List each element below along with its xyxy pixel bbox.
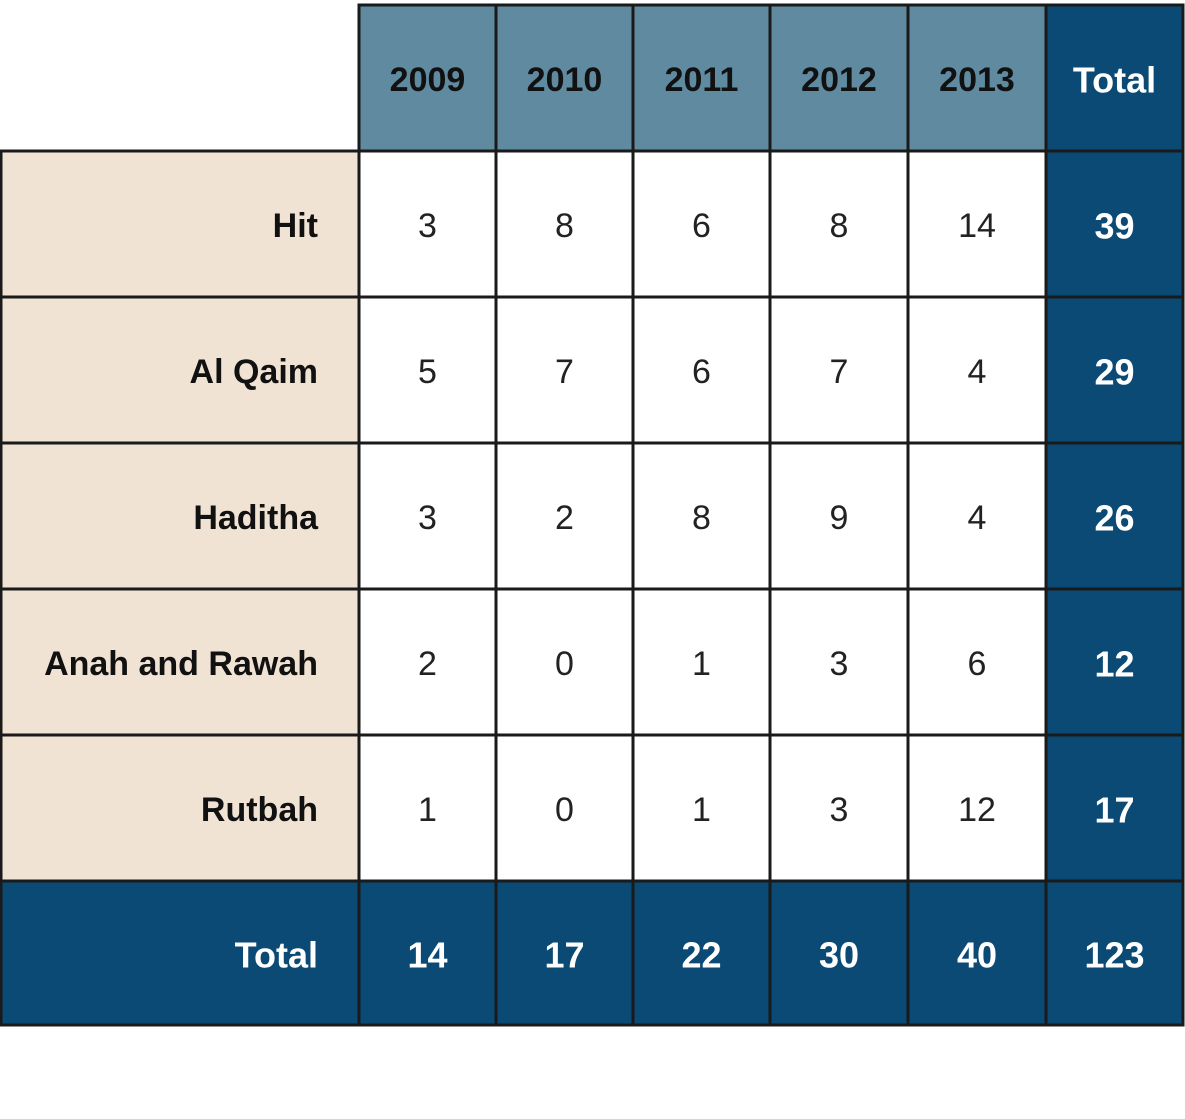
data-cell-value: 2 — [555, 499, 574, 537]
data-cell — [631, 149, 772, 299]
column-total-value: 40 — [957, 935, 997, 976]
data-cell-value: 1 — [692, 791, 711, 829]
year-header-cell — [631, 3, 772, 153]
row-label: Anah and Rawah — [44, 645, 318, 683]
row-label-cell — [0, 733, 361, 883]
row-label-cell — [0, 587, 361, 737]
data-cell — [906, 295, 1048, 445]
data-cell-value: 7 — [830, 353, 849, 391]
column-total-cell — [357, 879, 498, 1027]
data-cell-value: 7 — [555, 353, 574, 391]
data-cell — [494, 733, 635, 883]
total-header-cell — [1044, 3, 1185, 153]
row-total-value: 12 — [1094, 644, 1134, 685]
year-header-label: 2010 — [527, 61, 603, 99]
column-total-cell — [631, 879, 772, 1027]
column-total-cell — [906, 879, 1048, 1027]
total-header-label: Total — [1073, 60, 1156, 101]
year-header-label: 2012 — [801, 61, 877, 99]
column-total-value: 14 — [407, 935, 447, 976]
column-total-value: 22 — [681, 935, 721, 976]
data-cell — [494, 441, 635, 591]
data-cell-value: 8 — [692, 499, 711, 537]
row-total-cell — [1044, 295, 1185, 445]
data-cell-value: 6 — [968, 645, 987, 683]
data-cell — [631, 587, 772, 737]
column-total-value: 17 — [544, 935, 584, 976]
year-header-label: 2009 — [390, 61, 466, 99]
data-cell — [494, 295, 635, 445]
grand-total-cell — [1044, 879, 1185, 1027]
data-cell-value: 2 — [418, 645, 437, 683]
data-cell-value: 14 — [958, 207, 996, 245]
data-cell — [357, 587, 498, 737]
data-cell-value: 6 — [692, 207, 711, 245]
data-cell — [357, 441, 498, 591]
data-cell-value: 6 — [692, 353, 711, 391]
row-label: Hit — [273, 207, 318, 245]
column-total-value: 30 — [819, 935, 859, 976]
data-cell-value: 1 — [692, 645, 711, 683]
year-header-label: 2013 — [939, 61, 1015, 99]
row-label-cell — [0, 295, 361, 445]
data-cell-value: 12 — [958, 791, 996, 829]
data-cell-value: 8 — [555, 207, 574, 245]
row-total-value: 26 — [1094, 498, 1134, 539]
data-cell-value: 9 — [830, 499, 849, 537]
data-cell — [357, 733, 498, 883]
grand-total-value: 123 — [1084, 935, 1144, 976]
data-cell — [768, 295, 910, 445]
data-cell-value: 0 — [555, 791, 574, 829]
data-cell-value: 3 — [418, 499, 437, 537]
data-cell-value: 0 — [555, 645, 574, 683]
row-label: Haditha — [193, 499, 319, 537]
data-cell-value: 3 — [830, 791, 849, 829]
data-cell — [768, 733, 910, 883]
row-label: Al Qaim — [190, 353, 318, 391]
data-cell — [906, 733, 1048, 883]
row-label: Rutbah — [201, 791, 318, 829]
data-cell-value: 5 — [418, 353, 437, 391]
row-label-cell — [0, 441, 361, 591]
data-cell-value: 4 — [968, 353, 987, 391]
data-cell — [631, 295, 772, 445]
column-total-cell — [768, 879, 910, 1027]
data-cell — [906, 149, 1048, 299]
totals-row-label: Total — [235, 935, 318, 976]
data-cell-value: 8 — [830, 207, 849, 245]
data-cell-value: 3 — [418, 207, 437, 245]
row-total-value: 39 — [1094, 206, 1134, 247]
data-cell — [357, 149, 498, 299]
year-header-cell — [357, 3, 498, 153]
data-cell-value: 4 — [968, 499, 987, 537]
totals-row-label-cell — [0, 879, 361, 1027]
year-header-label: 2011 — [665, 61, 739, 99]
row-total-cell — [1044, 441, 1185, 591]
data-cell-value: 1 — [418, 791, 437, 829]
data-cell-value: 3 — [830, 645, 849, 683]
year-header-cell — [494, 3, 635, 153]
row-total-value: 29 — [1094, 352, 1134, 393]
row-total-value: 17 — [1094, 790, 1134, 831]
